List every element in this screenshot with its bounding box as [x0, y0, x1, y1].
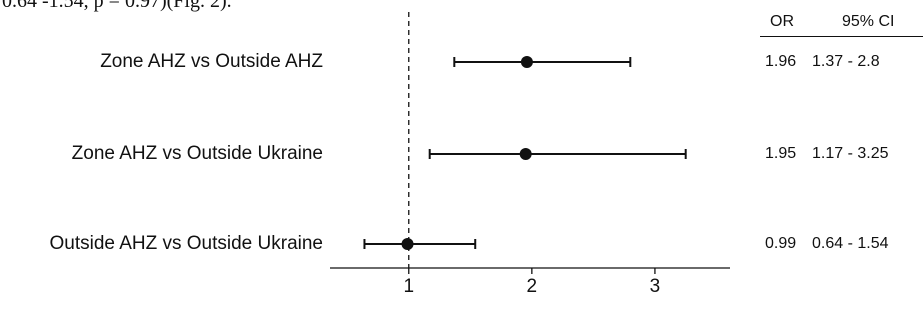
- caption-fragment: 0.64 -1.54, p = 0.97)(Fig. 2).: [2, 0, 232, 12]
- or-value: 1.95: [765, 145, 797, 162]
- row-label: Zone AHZ vs Outside AHZ: [100, 51, 323, 72]
- or-value: 1.96: [765, 53, 797, 70]
- x-tick-label: 2: [527, 276, 538, 297]
- row-label: Zone AHZ vs Outside Ukraine: [71, 143, 323, 164]
- or-point: [520, 56, 533, 68]
- x-tick-label: 3: [650, 276, 661, 297]
- ci-value: 1.37 - 2.8: [812, 53, 880, 70]
- or-header: OR: [770, 13, 794, 30]
- ci-value: 0.64 - 1.54: [812, 235, 889, 252]
- x-tick-label: 1: [403, 276, 414, 297]
- or-point: [401, 238, 414, 250]
- or-point: [519, 148, 532, 160]
- ci-value: 1.17 - 3.25: [812, 145, 889, 162]
- row-label: Outside AHZ vs Outside Ukraine: [49, 233, 324, 254]
- ci-header: 95% CI: [842, 13, 895, 30]
- table-header-rule: [760, 36, 923, 37]
- or-value: 0.99: [765, 235, 797, 252]
